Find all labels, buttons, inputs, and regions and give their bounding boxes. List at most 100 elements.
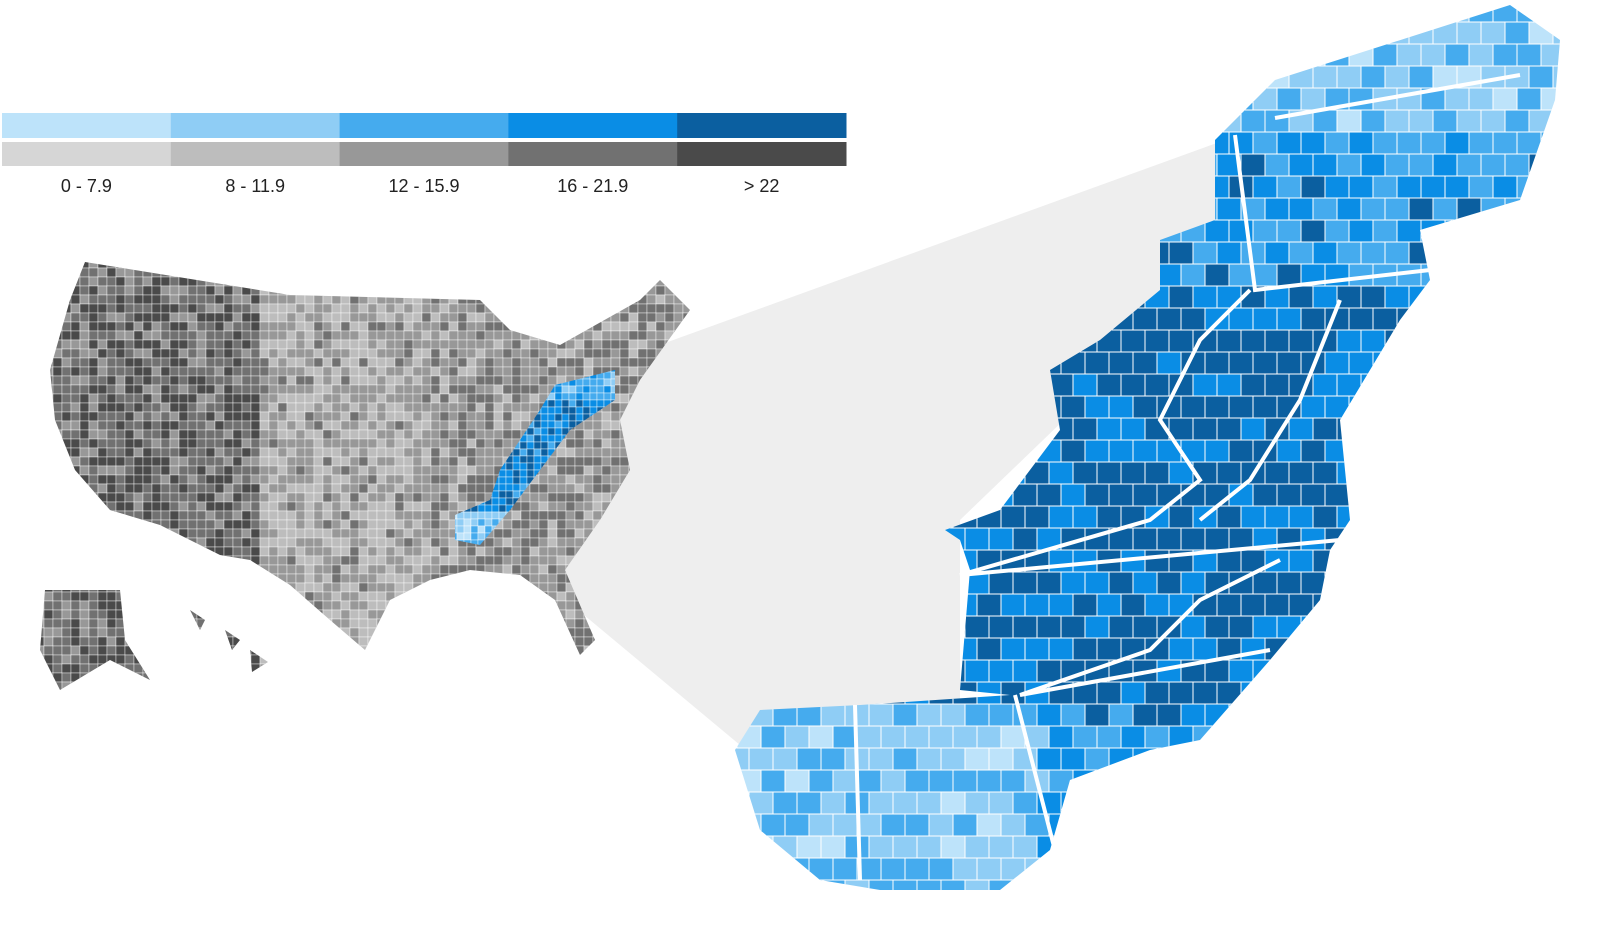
- county: [467, 250, 476, 259]
- county: [1288, 21, 1314, 45]
- county: [748, 219, 774, 243]
- county: [520, 546, 531, 557]
- county: [106, 393, 117, 404]
- county: [358, 366, 369, 377]
- county: [151, 321, 162, 332]
- county: [457, 672, 468, 683]
- county: [358, 519, 369, 530]
- county: [376, 393, 387, 404]
- county: [79, 663, 90, 674]
- county: [673, 262, 684, 269]
- county: [52, 366, 63, 377]
- county: [556, 294, 567, 305]
- county: [277, 420, 288, 431]
- county: [286, 564, 297, 575]
- county: [520, 402, 531, 413]
- county: [40, 645, 45, 656]
- county: [529, 375, 540, 386]
- county: [232, 645, 243, 656]
- county: [40, 294, 45, 305]
- county: [142, 330, 153, 341]
- county: [214, 384, 225, 395]
- county: [484, 393, 495, 404]
- county: [106, 384, 117, 395]
- county: [322, 501, 333, 512]
- county: [304, 262, 315, 269]
- county: [421, 573, 432, 584]
- county: [97, 600, 108, 611]
- county: [205, 618, 216, 629]
- county: [241, 600, 252, 611]
- county: [214, 285, 225, 296]
- county: [412, 609, 423, 620]
- county: [412, 429, 423, 440]
- county: [412, 402, 423, 413]
- county: [142, 591, 153, 602]
- county: [268, 294, 279, 305]
- county: [512, 469, 521, 478]
- county: [241, 573, 252, 584]
- county: [475, 294, 486, 305]
- county: [331, 654, 342, 665]
- county: [160, 654, 171, 665]
- county: [124, 384, 135, 395]
- county: [1528, 153, 1554, 177]
- county: [646, 312, 657, 323]
- county: [52, 474, 63, 485]
- county: [187, 501, 198, 512]
- county: [169, 519, 180, 530]
- county: [70, 456, 81, 467]
- county: [61, 474, 72, 485]
- county: [412, 555, 423, 566]
- county: [1408, 21, 1434, 45]
- county: [574, 510, 585, 521]
- county: [40, 438, 45, 449]
- county: [205, 357, 216, 368]
- county: [214, 483, 225, 494]
- county: [70, 339, 81, 350]
- county: [1528, 21, 1554, 45]
- county: [214, 474, 225, 485]
- county: [205, 303, 216, 314]
- county: [286, 420, 297, 431]
- county: [1468, 307, 1494, 331]
- county: [628, 321, 639, 332]
- county: [547, 537, 558, 548]
- county: [431, 691, 440, 700]
- county: [277, 474, 288, 485]
- county: [124, 591, 135, 602]
- county: [385, 420, 396, 431]
- county: [295, 492, 306, 503]
- county: [772, 263, 798, 287]
- county: [430, 519, 441, 530]
- county: [61, 492, 72, 503]
- county: [574, 357, 585, 368]
- county: [466, 447, 477, 458]
- county: [160, 276, 171, 287]
- county: [1216, 21, 1242, 45]
- county: [430, 375, 441, 386]
- county: [178, 447, 189, 458]
- county: [583, 501, 594, 512]
- county: [533, 434, 542, 443]
- county: [250, 402, 261, 413]
- county: [637, 357, 648, 368]
- county: [52, 465, 63, 476]
- county: [340, 654, 351, 665]
- county: [421, 276, 432, 287]
- county: [502, 303, 513, 314]
- county: [304, 546, 315, 557]
- county: [52, 501, 63, 512]
- county: [223, 492, 234, 503]
- county: [214, 564, 225, 575]
- county: [439, 663, 450, 674]
- county: [151, 267, 162, 278]
- county: [169, 339, 180, 350]
- county: [574, 501, 585, 512]
- county: [79, 330, 90, 341]
- county: [106, 519, 117, 530]
- county: [448, 438, 459, 449]
- county: [160, 672, 171, 683]
- county: [313, 501, 324, 512]
- county: [304, 591, 315, 602]
